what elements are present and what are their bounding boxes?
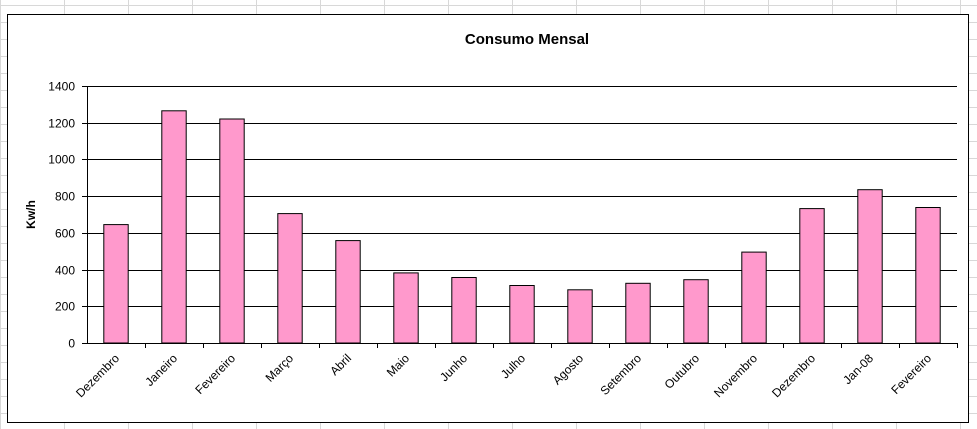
x-tick-label: Setembro xyxy=(597,351,644,398)
y-tick-labels: 0 200 400 600 800 1000 1200 1400 xyxy=(48,80,75,351)
bar xyxy=(103,224,129,344)
bar xyxy=(915,207,941,344)
x-tick-label: Fevereiro xyxy=(192,351,238,397)
x-tick-label: Agosto xyxy=(550,351,587,388)
y-tick-label: 0 xyxy=(68,337,75,351)
x-tick-label: Junho xyxy=(437,351,470,384)
bar xyxy=(567,289,593,344)
x-tick-label: Julho xyxy=(498,351,528,381)
y-tick-label: 600 xyxy=(55,227,75,241)
bar xyxy=(625,282,651,344)
bar xyxy=(161,110,187,344)
chart-area[interactable]: Consumo Mensal Kw/h 0 200 400 600 800 1000 120… xyxy=(7,14,969,423)
bar xyxy=(857,189,883,344)
bar xyxy=(799,208,825,344)
bars xyxy=(103,110,941,344)
bar xyxy=(335,240,361,344)
y-tick-label: 1400 xyxy=(48,80,75,94)
x-tick-label: Março xyxy=(263,351,297,385)
x-tick-label: Fevereiro xyxy=(888,351,934,397)
gridlines xyxy=(87,86,957,307)
bar xyxy=(393,272,419,344)
x-tick-label: Dezembro xyxy=(73,351,122,400)
x-tick-label: Jan-08 xyxy=(840,351,876,387)
x-tick-label: Abril xyxy=(327,351,354,378)
y-tick-label: 800 xyxy=(55,190,75,204)
x-tick-label: Novembro xyxy=(711,351,760,400)
chart-title: Consumo Mensal xyxy=(465,31,589,48)
bar xyxy=(219,118,245,344)
x-tick-label: Janeiro xyxy=(142,351,180,389)
y-tick-label: 1000 xyxy=(48,153,75,167)
y-tick-label: 200 xyxy=(55,300,75,314)
y-axis-label: Kw/h xyxy=(24,200,38,229)
bar xyxy=(509,285,535,344)
bar-chart: Consumo Mensal Kw/h 0 200 400 600 800 1000 120… xyxy=(24,31,958,400)
bar xyxy=(741,251,767,344)
x-tick-label: Dezembro xyxy=(769,351,818,400)
x-tick-label: Maio xyxy=(384,351,413,380)
axes xyxy=(82,86,958,348)
bar xyxy=(683,279,709,344)
bar xyxy=(277,213,303,344)
bar xyxy=(451,277,477,344)
x-tick-label: Outubro xyxy=(662,351,703,392)
y-tick-label: 400 xyxy=(55,264,75,278)
x-tick-labels: Dezembro Janeiro Fevereiro Março Abril Maio Ju… xyxy=(73,351,934,400)
y-tick-label: 1200 xyxy=(48,117,75,131)
